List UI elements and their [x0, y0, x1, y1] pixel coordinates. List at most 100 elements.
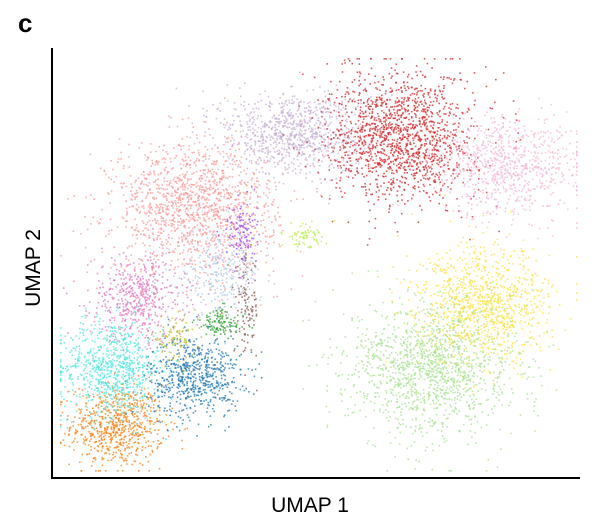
data-point — [177, 144, 180, 146]
data-point — [94, 423, 97, 425]
data-point — [204, 220, 207, 223]
data-point — [166, 180, 169, 182]
data-point — [212, 404, 215, 406]
data-point — [100, 421, 102, 423]
data-point — [125, 283, 127, 285]
data-point — [149, 256, 152, 258]
data-point — [174, 191, 176, 193]
data-point — [355, 148, 357, 150]
data-point — [116, 409, 119, 411]
data-point — [176, 192, 179, 194]
data-point — [113, 352, 115, 354]
data-point — [227, 398, 230, 401]
data-point — [204, 198, 206, 201]
data-point — [67, 434, 70, 436]
data-point — [85, 397, 88, 399]
data-point — [141, 390, 143, 392]
data-point — [97, 380, 100, 382]
data-point — [277, 211, 279, 214]
data-point — [157, 223, 160, 225]
data-point — [222, 326, 224, 328]
data-point — [178, 410, 181, 413]
data-point — [112, 387, 114, 390]
data-point — [152, 267, 155, 269]
data-point — [207, 211, 209, 214]
data-point — [89, 350, 92, 353]
data-point — [143, 362, 146, 364]
data-point — [242, 226, 244, 228]
data-point — [220, 192, 222, 194]
data-point — [341, 100, 343, 103]
data-point — [121, 457, 124, 460]
data-point — [125, 226, 127, 228]
data-point — [129, 295, 132, 298]
data-point — [153, 198, 155, 200]
data-point — [68, 427, 71, 429]
data-point — [98, 436, 100, 438]
data-point — [178, 356, 180, 358]
data-point — [191, 217, 193, 219]
data-point — [156, 238, 158, 241]
data-point — [224, 160, 226, 163]
data-point — [178, 352, 180, 354]
data-point — [205, 380, 207, 382]
data-point — [206, 407, 209, 409]
data-point — [183, 392, 185, 395]
data-point — [197, 149, 200, 152]
data-point — [116, 445, 119, 448]
data-point — [214, 203, 216, 206]
data-point — [147, 460, 150, 463]
data-point — [103, 384, 106, 387]
data-point — [96, 371, 98, 374]
data-point — [182, 182, 185, 184]
data-point — [111, 327, 114, 329]
data-point — [89, 440, 91, 442]
data-point — [206, 364, 208, 366]
data-point — [244, 299, 247, 302]
data-point — [147, 157, 149, 159]
data-point — [216, 315, 219, 317]
data-point — [128, 377, 131, 380]
data-point — [183, 175, 186, 178]
data-point — [141, 405, 143, 407]
data-point — [131, 463, 134, 466]
data-point — [335, 115, 338, 118]
data-point — [74, 358, 77, 360]
data-point — [225, 153, 228, 155]
data-point — [122, 306, 125, 308]
data-point — [191, 152, 193, 154]
data-point — [228, 391, 231, 393]
data-point — [170, 222, 173, 225]
data-point — [110, 404, 113, 407]
data-point — [120, 419, 122, 422]
data-point — [179, 340, 182, 343]
data-point — [143, 402, 145, 404]
data-point — [129, 382, 131, 385]
data-point — [235, 214, 237, 216]
data-point — [222, 243, 224, 246]
data-point — [96, 394, 99, 396]
data-point — [254, 140, 256, 142]
data-point — [226, 137, 228, 140]
data-point — [185, 159, 187, 162]
data-point — [299, 101, 301, 103]
data-point — [122, 393, 125, 396]
data-point — [230, 277, 233, 280]
data-point — [154, 374, 156, 377]
data-point — [200, 186, 203, 189]
data-point — [126, 247, 129, 249]
data-point — [135, 367, 137, 369]
data-point — [274, 126, 276, 129]
data-point — [170, 331, 173, 334]
data-point — [149, 374, 152, 376]
data-point — [311, 180, 313, 183]
data-point — [107, 459, 109, 462]
data-point — [229, 155, 232, 157]
data-point — [121, 298, 123, 300]
data-point — [172, 167, 174, 169]
data-point — [226, 224, 229, 227]
data-point — [142, 433, 144, 436]
data-point — [122, 378, 124, 380]
data-point — [123, 415, 126, 417]
data-point — [117, 340, 119, 342]
